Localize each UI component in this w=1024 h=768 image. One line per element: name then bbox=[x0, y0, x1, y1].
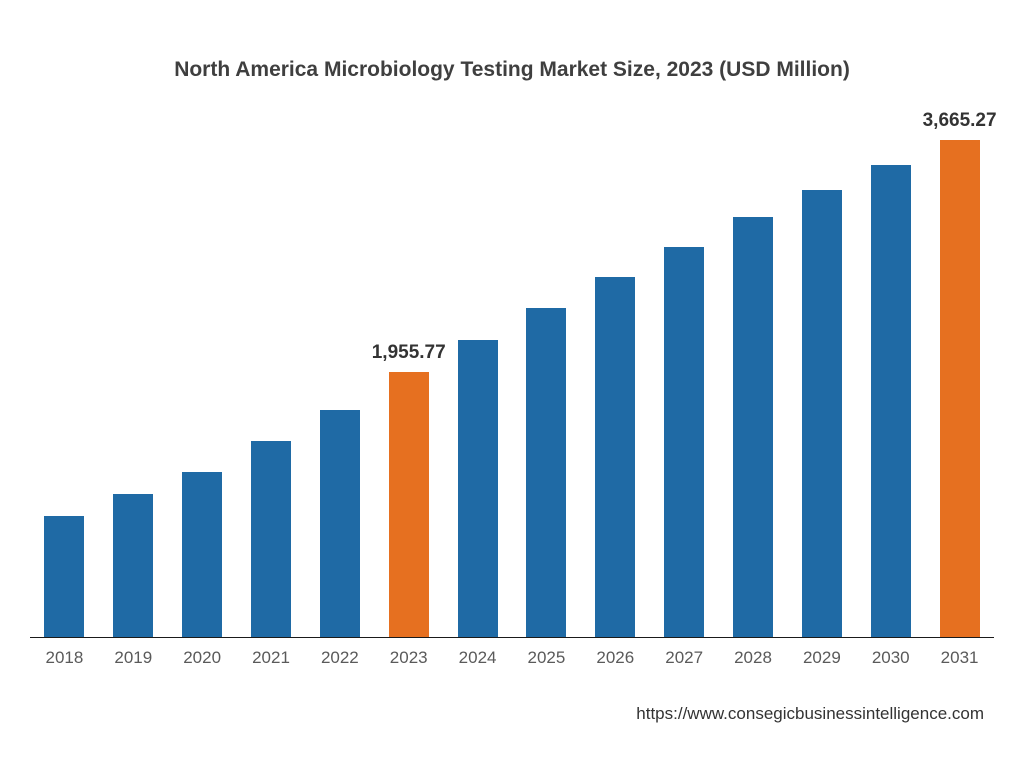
bar-slot: 2021 bbox=[237, 140, 306, 638]
x-axis-label: 2020 bbox=[183, 648, 221, 668]
bar-value-label: 3,665.27 bbox=[923, 110, 997, 132]
bar-slot: 2020 bbox=[168, 140, 237, 638]
x-axis-label: 2026 bbox=[596, 648, 634, 668]
chart-plot-area: 2018201920202021202220231,955.7720242025… bbox=[30, 140, 994, 638]
x-axis-label: 2025 bbox=[528, 648, 566, 668]
bar-slot: 2027 bbox=[650, 140, 719, 638]
bar-slot: 2019 bbox=[99, 140, 168, 638]
bar-slot: 2026 bbox=[581, 140, 650, 638]
bar bbox=[664, 247, 704, 638]
bar-slot: 2018 bbox=[30, 140, 99, 638]
x-axis-baseline bbox=[30, 637, 994, 638]
source-url: https://www.consegicbusinessintelligence… bbox=[636, 704, 984, 724]
bar bbox=[44, 516, 84, 638]
bar-slot: 2028 bbox=[719, 140, 788, 638]
bar-slot: 20231,955.77 bbox=[374, 140, 443, 638]
chart-title: North America Microbiology Testing Marke… bbox=[0, 58, 1024, 82]
bar bbox=[182, 472, 222, 638]
x-axis-label: 2018 bbox=[46, 648, 84, 668]
x-axis-label: 2019 bbox=[114, 648, 152, 668]
bar bbox=[940, 140, 980, 638]
bar-slot: 20313,665.27 bbox=[925, 140, 994, 638]
x-axis-label: 2022 bbox=[321, 648, 359, 668]
bar bbox=[458, 340, 498, 638]
bar bbox=[733, 217, 773, 638]
x-axis-label: 2027 bbox=[665, 648, 703, 668]
bar bbox=[526, 308, 566, 638]
x-axis-label: 2024 bbox=[459, 648, 497, 668]
bar bbox=[595, 277, 635, 638]
bar bbox=[113, 494, 153, 638]
bar-slot: 2024 bbox=[443, 140, 512, 638]
x-axis-label: 2021 bbox=[252, 648, 290, 668]
x-axis-label: 2029 bbox=[803, 648, 841, 668]
x-axis-label: 2028 bbox=[734, 648, 772, 668]
x-axis-label: 2023 bbox=[390, 648, 428, 668]
bar-slot: 2022 bbox=[305, 140, 374, 638]
bar-slot: 2030 bbox=[856, 140, 925, 638]
bars-group: 2018201920202021202220231,955.7720242025… bbox=[30, 140, 994, 638]
bar bbox=[389, 372, 429, 638]
bar bbox=[871, 165, 911, 638]
bar bbox=[251, 441, 291, 638]
bar bbox=[802, 190, 842, 638]
bar-value-label: 1,955.77 bbox=[372, 342, 446, 364]
chart-container: North America Microbiology Testing Marke… bbox=[0, 0, 1024, 768]
bar-slot: 2029 bbox=[787, 140, 856, 638]
x-axis-label: 2030 bbox=[872, 648, 910, 668]
bar bbox=[320, 410, 360, 638]
bar-slot: 2025 bbox=[512, 140, 581, 638]
x-axis-label: 2031 bbox=[941, 648, 979, 668]
